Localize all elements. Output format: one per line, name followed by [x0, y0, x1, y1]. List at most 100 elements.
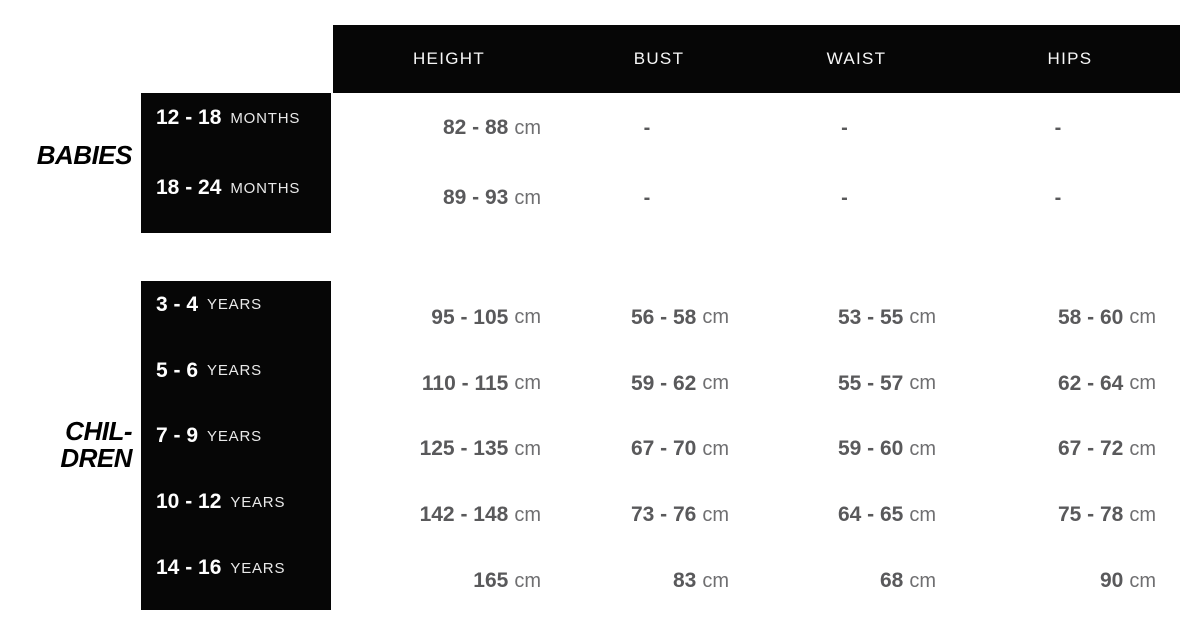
cell-babies-1-height: 89 - 93 cm: [333, 163, 565, 233]
babies-values-grid: 82 - 88 cm - - - 89 - 93 cm - - -: [333, 93, 1180, 233]
age-row-babies-0: 12 - 18 MONTHS: [141, 83, 331, 153]
measure-unit: cm: [1129, 569, 1156, 592]
measure-unit: cm: [514, 116, 541, 139]
measure-value: 165: [473, 569, 509, 593]
cell-children-1-hips: 62 - 64 cm: [960, 351, 1180, 417]
age-unit: YEARS: [230, 493, 286, 511]
measure-unit: cm: [1129, 306, 1156, 329]
measure-unit: cm: [702, 437, 729, 460]
age-range: 10 - 12: [156, 490, 222, 514]
measure-unit: cm: [514, 437, 541, 460]
cell-babies-0-waist: -: [841, 116, 848, 139]
measure-unit: cm: [909, 306, 936, 329]
cell-children-4-hips: 90 cm: [960, 548, 1180, 614]
cell-children-0-bust: 56 - 58 cm: [565, 285, 753, 351]
age-range: 5 - 6: [156, 358, 199, 382]
age-row-children-3: 10 - 12 YEARS: [141, 469, 331, 535]
age-unit: YEARS: [207, 427, 262, 445]
cell-children-4-bust: 83 cm: [565, 548, 753, 614]
age-range: 14 - 16: [156, 556, 222, 580]
cell-babies-0-bust: -: [643, 116, 651, 139]
measure-value: 83: [672, 569, 697, 593]
cell-children-3-bust: 73 - 76 cm: [565, 482, 753, 548]
cell-children-2-hips: 67 - 72 cm: [960, 417, 1180, 483]
cell-children-3-hips: 75 - 78 cm: [960, 482, 1180, 548]
cell-babies-1-hips: -: [1054, 186, 1062, 209]
cell-babies-0-hips: -: [1054, 116, 1062, 139]
cell-children-0-height: 95 - 105 cm: [333, 285, 565, 351]
measure-value: 59 - 62: [630, 371, 697, 395]
cell-children-1-waist: 55 - 57 cm: [753, 351, 960, 417]
measure-unit: cm: [514, 372, 541, 395]
measure-unit: cm: [702, 306, 729, 329]
measure-unit: cm: [702, 569, 729, 592]
measure-value: 68: [879, 569, 904, 593]
cell-children-2-waist: 59 - 60 cm: [753, 417, 960, 483]
measure-unit: cm: [909, 372, 936, 395]
header-column-bust: BUST: [633, 49, 685, 68]
age-row-children-0: 3 - 4 YEARS: [141, 272, 331, 338]
header-column-waist: WAIST: [826, 49, 887, 68]
age-unit: MONTHS: [230, 109, 301, 127]
children-values-grid: 95 - 105 cm 56 - 58 cm 53 - 55 cm 58 - 6…: [333, 281, 1180, 610]
measure-unit: cm: [514, 569, 541, 592]
cell-children-2-bust: 67 - 70 cm: [565, 417, 753, 483]
measure-value: 67 - 72: [1057, 437, 1124, 461]
measure-value: 73 - 76: [630, 503, 697, 527]
measure-value: 82 - 88: [442, 116, 509, 139]
measure-unit: cm: [909, 503, 936, 526]
measure-value: 62 - 64: [1057, 371, 1124, 395]
cell-children-3-waist: 64 - 65 cm: [753, 482, 960, 548]
age-unit: YEARS: [207, 296, 262, 314]
measure-value: 64 - 65: [837, 503, 904, 527]
age-unit: YEARS: [230, 559, 286, 577]
cell-babies-1-waist: -: [841, 186, 848, 209]
cell-babies-1-bust: -: [643, 186, 651, 209]
measure-value: 142 - 148: [419, 503, 509, 527]
age-range: 7 - 9: [156, 424, 199, 448]
measure-unit: cm: [514, 306, 541, 329]
age-row-children-1: 5 - 6 YEARS: [141, 338, 331, 404]
age-row-children-4: 14 - 16 YEARS: [141, 535, 331, 601]
measure-unit: cm: [702, 372, 729, 395]
children-group-label: CHIL- DREN: [0, 418, 132, 472]
measure-unit: cm: [1129, 437, 1156, 460]
measure-value: 67 - 70: [630, 437, 697, 461]
age-row-babies-1: 18 - 24 MONTHS: [141, 153, 331, 223]
measure-value: 56 - 58: [630, 305, 697, 329]
babies-group-label: BABIES: [36, 140, 133, 170]
measure-value: 95 - 105: [431, 305, 509, 329]
cell-children-0-waist: 53 - 55 cm: [753, 285, 960, 351]
measure-unit: cm: [909, 569, 936, 592]
measure-unit: cm: [1129, 372, 1156, 395]
age-range: 3 - 4: [156, 292, 199, 316]
measure-unit: cm: [514, 186, 541, 209]
age-range: 12 - 18: [156, 106, 222, 129]
age-unit: YEARS: [207, 362, 262, 380]
measure-unit: cm: [909, 437, 936, 460]
measure-value: 90: [1099, 569, 1124, 593]
age-unit: MONTHS: [230, 179, 301, 197]
measure-value: 55 - 57: [837, 371, 904, 395]
cell-children-3-height: 142 - 148 cm: [333, 482, 565, 548]
babies-age-box: 12 - 18 MONTHS 18 - 24 MONTHS: [141, 93, 331, 233]
measure-unit: cm: [1129, 503, 1156, 526]
cell-children-1-height: 110 - 115 cm: [333, 351, 565, 417]
measure-value: 58 - 60: [1057, 305, 1124, 329]
header-column-hips: HIPS: [1047, 49, 1093, 68]
age-range: 18 - 24: [156, 176, 222, 199]
measure-unit: cm: [702, 503, 729, 526]
cell-children-4-waist: 68 cm: [753, 548, 960, 614]
cell-children-0-hips: 58 - 60 cm: [960, 285, 1180, 351]
measure-unit: cm: [514, 503, 541, 526]
children-label-line-2: DREN: [60, 443, 132, 473]
age-row-children-2: 7 - 9 YEARS: [141, 404, 331, 470]
cell-children-2-height: 125 - 135 cm: [333, 417, 565, 483]
measure-value: 59 - 60: [837, 437, 904, 461]
measure-value: 53 - 55: [837, 305, 904, 329]
column-header-bar: HEIGHT BUST WAIST HIPS: [333, 25, 1180, 93]
header-column-height: HEIGHT: [412, 49, 486, 68]
cell-children-4-height: 165 cm: [333, 548, 565, 614]
children-label-line-1: CHIL-: [65, 416, 132, 446]
